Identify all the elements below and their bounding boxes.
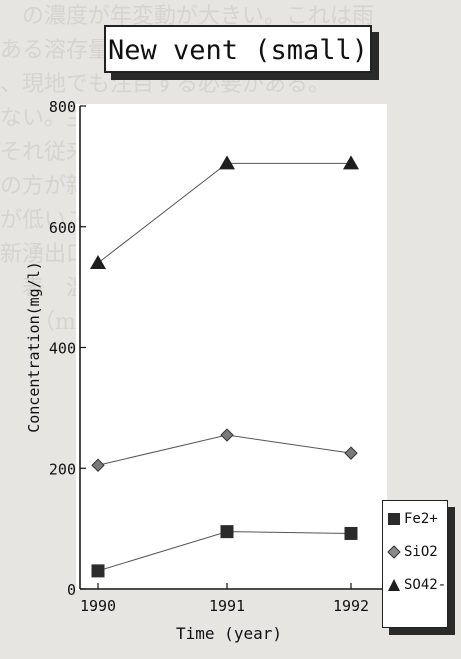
legend-label: SO42- [404, 577, 447, 593]
chart-title-box: New vent (small) [104, 25, 372, 73]
y-tick-label: 0 [67, 581, 76, 599]
y-tick-label: 800 [49, 98, 76, 116]
x-tick-label: 1992 [333, 597, 369, 615]
diamond-marker-icon [387, 545, 401, 559]
square-marker-icon [388, 513, 400, 525]
series-line-2 [97, 162, 351, 264]
x-axis-title: Time (year) [176, 624, 282, 643]
series-line-1 [97, 434, 352, 466]
legend-label: SiO2 [404, 544, 438, 560]
square-data-point [220, 525, 234, 539]
legend-item-fe2: Fe2+ [387, 507, 438, 531]
triangle-data-point [90, 254, 106, 269]
diamond-data-point [220, 428, 234, 442]
x-tick-label: 1991 [209, 597, 245, 615]
y-tick-label: 400 [49, 340, 76, 358]
triangle-marker-icon [388, 579, 400, 591]
triangle-data-point [343, 155, 359, 170]
triangle-data-point [219, 155, 235, 170]
diamond-data-point [91, 458, 105, 472]
legend-item-so42: SO42- [387, 573, 446, 597]
square-data-point [91, 564, 105, 578]
legend-label: Fe2+ [404, 511, 438, 527]
y-tick-label: 600 [49, 219, 76, 237]
legend: Fe2+ SiO2 SO42- [382, 500, 448, 628]
x-tick-label: 1990 [80, 597, 116, 615]
legend-item-sio2: SiO2 [387, 540, 438, 564]
diamond-data-point [344, 446, 358, 460]
chart-title: New vent (small) [107, 35, 369, 66]
plot-panel [76, 104, 387, 590]
square-data-point [344, 526, 358, 540]
y-tick-label: 200 [49, 460, 76, 478]
y-axis-title: Concentration(mg/l) [25, 261, 43, 433]
